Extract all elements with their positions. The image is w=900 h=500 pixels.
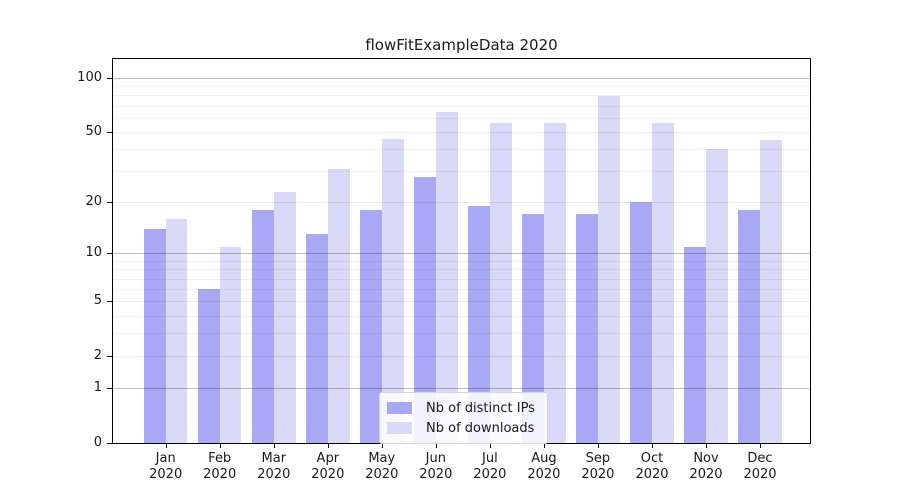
y-tick-label-2: 2 [93, 348, 102, 364]
bar-distinct-ips-nov-2020 [684, 246, 706, 443]
y-tick-mark-0 [107, 443, 112, 444]
bar-distinct-ips-jul-2020 [468, 206, 490, 443]
x-tick-mark-apr-2020 [327, 444, 329, 448]
y-tick-label-100: 100 [77, 70, 102, 85]
x-tick-mark-feb-2020 [219, 444, 221, 448]
bar-distinct-ips-jun-2020 [414, 176, 436, 443]
y-tick-mark-100 [107, 78, 112, 79]
bar-distinct-ips-feb-2020 [197, 289, 220, 443]
y-tick-label-10: 10 [85, 245, 102, 261]
legend-item-downloads: Nb of downloads [387, 418, 535, 438]
x-tick-mark-jun-2020 [435, 444, 437, 448]
bar-downloads-aug-2020 [543, 123, 566, 443]
x-tick-label-mar-2020: Mar 2020 [257, 451, 291, 482]
y-tick-mark-20 [107, 202, 112, 204]
x-tick-label-dec-2020: Dec 2020 [743, 451, 777, 482]
bar-distinct-ips-may-2020 [360, 210, 382, 443]
y-tick-mark-2 [107, 356, 112, 358]
bar-downloads-mar-2020 [273, 191, 296, 443]
bar-downloads-may-2020 [381, 138, 404, 443]
legend: Nb of distinct IPs Nb of downloads [379, 392, 548, 444]
bar-distinct-ips-jan-2020 [143, 228, 166, 443]
x-tick-label-may-2020: May 2020 [365, 451, 399, 482]
bar-distinct-ips-dec-2020 [738, 210, 760, 443]
gridline-y-50 [113, 132, 810, 133]
x-tick-mark-dec-2020 [760, 444, 761, 448]
bar-downloads-feb-2020 [219, 246, 242, 443]
y-tick-mark-1 [107, 388, 112, 390]
bar-downloads-jun-2020 [435, 111, 458, 443]
y-tick-mark-10 [107, 253, 112, 255]
x-tick-mark-nov-2020 [706, 444, 707, 448]
chart-title: flowFitExampleData 2020 [365, 36, 558, 54]
x-tick-label-feb-2020: Feb 2020 [203, 451, 237, 482]
x-tick-label-jan-2020: Jan 2020 [149, 451, 183, 482]
y-tick-label-20: 20 [85, 194, 102, 210]
plot-area: Nb of distinct IPs Nb of downloads [112, 58, 811, 444]
legend-label-downloads: Nb of downloads [426, 420, 535, 436]
bar-downloads-nov-2020 [706, 149, 728, 443]
gridline-y-70 [113, 105, 810, 107]
bar-distinct-ips-sep-2020 [576, 214, 598, 443]
bar-distinct-ips-mar-2020 [252, 210, 274, 443]
x-tick-mark-mar-2020 [273, 444, 275, 448]
x-tick-label-apr-2020: Apr 2020 [311, 451, 345, 482]
gridline-y-90 [113, 86, 810, 88]
y-tick-mark-5 [107, 301, 112, 303]
x-tick-label-jun-2020: Jun 2020 [419, 451, 453, 482]
x-tick-label-aug-2020: Aug 2020 [527, 451, 561, 482]
gridline-y-100 [113, 78, 810, 79]
bar-downloads-oct-2020 [652, 123, 674, 443]
x-tick-mark-sep-2020 [597, 444, 599, 448]
bar-distinct-ips-apr-2020 [306, 234, 328, 443]
gridline-y-60 [113, 117, 810, 119]
x-tick-mark-may-2020 [381, 444, 383, 448]
legend-swatch-distinct-ips-icon [387, 402, 412, 414]
y-tick-label-50: 50 [85, 124, 102, 139]
y-tick-label-5: 5 [93, 293, 102, 309]
x-tick-mark-oct-2020 [652, 444, 653, 448]
x-tick-label-nov-2020: Nov 2020 [689, 451, 723, 482]
x-tick-label-sep-2020: Sep 2020 [581, 451, 615, 482]
y-tick-label-0: 0 [93, 435, 102, 450]
bar-downloads-sep-2020 [597, 96, 620, 443]
x-tick-label-jul-2020: Jul 2020 [473, 451, 507, 482]
gridline-y-80 [113, 95, 810, 97]
bar-distinct-ips-aug-2020 [522, 214, 544, 443]
x-tick-mark-aug-2020 [543, 444, 545, 448]
legend-swatch-downloads-icon [387, 422, 412, 434]
bar-downloads-jul-2020 [489, 123, 512, 443]
y-tick-label-1: 1 [93, 380, 102, 396]
x-tick-mark-jan-2020 [165, 444, 167, 448]
legend-label-distinct-ips: Nb of distinct IPs [426, 400, 535, 416]
x-tick-label-oct-2020: Oct 2020 [635, 451, 669, 482]
x-tick-mark-jul-2020 [489, 444, 491, 448]
bar-downloads-dec-2020 [760, 140, 782, 443]
y-tick-mark-50 [107, 132, 112, 133]
bar-downloads-apr-2020 [327, 168, 350, 443]
legend-item-distinct-ips: Nb of distinct IPs [387, 398, 535, 418]
bar-distinct-ips-oct-2020 [630, 202, 652, 443]
bar-downloads-jan-2020 [165, 218, 188, 443]
